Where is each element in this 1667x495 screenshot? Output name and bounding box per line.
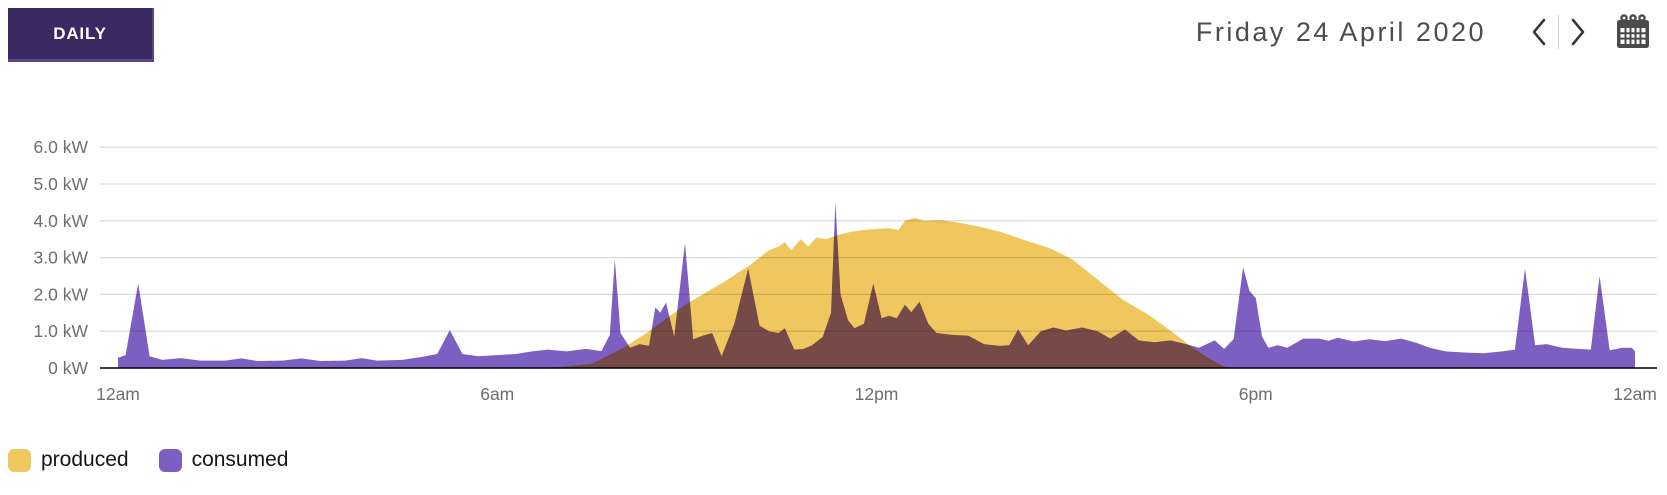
y-tick-label: 6.0 kW: [34, 137, 89, 157]
x-tick-label: 12am: [1613, 384, 1657, 404]
chevron-left-icon: [1532, 18, 1546, 46]
chevron-right-icon: [1571, 18, 1585, 46]
previous-day-button[interactable]: [1520, 12, 1558, 52]
y-tick-label: 3.0 kW: [34, 248, 89, 268]
legend-item-produced[interactable]: produced: [8, 448, 129, 472]
consumed-swatch: [158, 448, 182, 472]
legend-label-consumed: consumed: [191, 448, 289, 471]
nav-divider: [1558, 15, 1559, 49]
daily-view-button[interactable]: DAILY: [8, 8, 154, 62]
y-tick-label: 5.0 kW: [34, 174, 89, 194]
next-day-button[interactable]: [1559, 12, 1597, 52]
x-tick-label: 6pm: [1239, 384, 1273, 404]
y-tick-label: 0 kW: [48, 358, 88, 378]
consumed-area: [118, 202, 1635, 368]
x-tick-label: 12pm: [855, 384, 899, 404]
daily-view-label: DAILY: [53, 23, 107, 43]
legend-item-consumed[interactable]: consumed: [158, 448, 289, 472]
x-tick-label: 6am: [480, 384, 514, 404]
date-navigation: Friday 24 April 2020: [1196, 10, 1653, 54]
chart-legend: produced consumed: [8, 448, 288, 472]
produced-area: [118, 217, 1635, 368]
y-tick-label: 2.0 kW: [34, 284, 89, 304]
y-tick-label: 4.0 kW: [34, 211, 89, 231]
energy-chart[interactable]: 0 kW 1.0 kW 2.0 kW 3.0 kW 4.0 kW 5.0 kW 6.0 kW…: [0, 118, 1667, 410]
produced-swatch: [8, 448, 31, 472]
calendar-picker-button[interactable]: [1613, 13, 1653, 51]
calendar-icon: [1617, 14, 1649, 48]
y-tick-label: 1.0 kW: [34, 321, 89, 341]
current-date-label: Friday 24 April 2020: [1195, 16, 1486, 47]
chart-canvas[interactable]: 0 kW 1.0 kW 2.0 kW 3.0 kW 4.0 kW 5.0 kW 6.0 kW…: [0, 118, 1667, 410]
legend-label-produced: produced: [41, 448, 129, 471]
x-tick-label: 12am: [96, 384, 140, 404]
